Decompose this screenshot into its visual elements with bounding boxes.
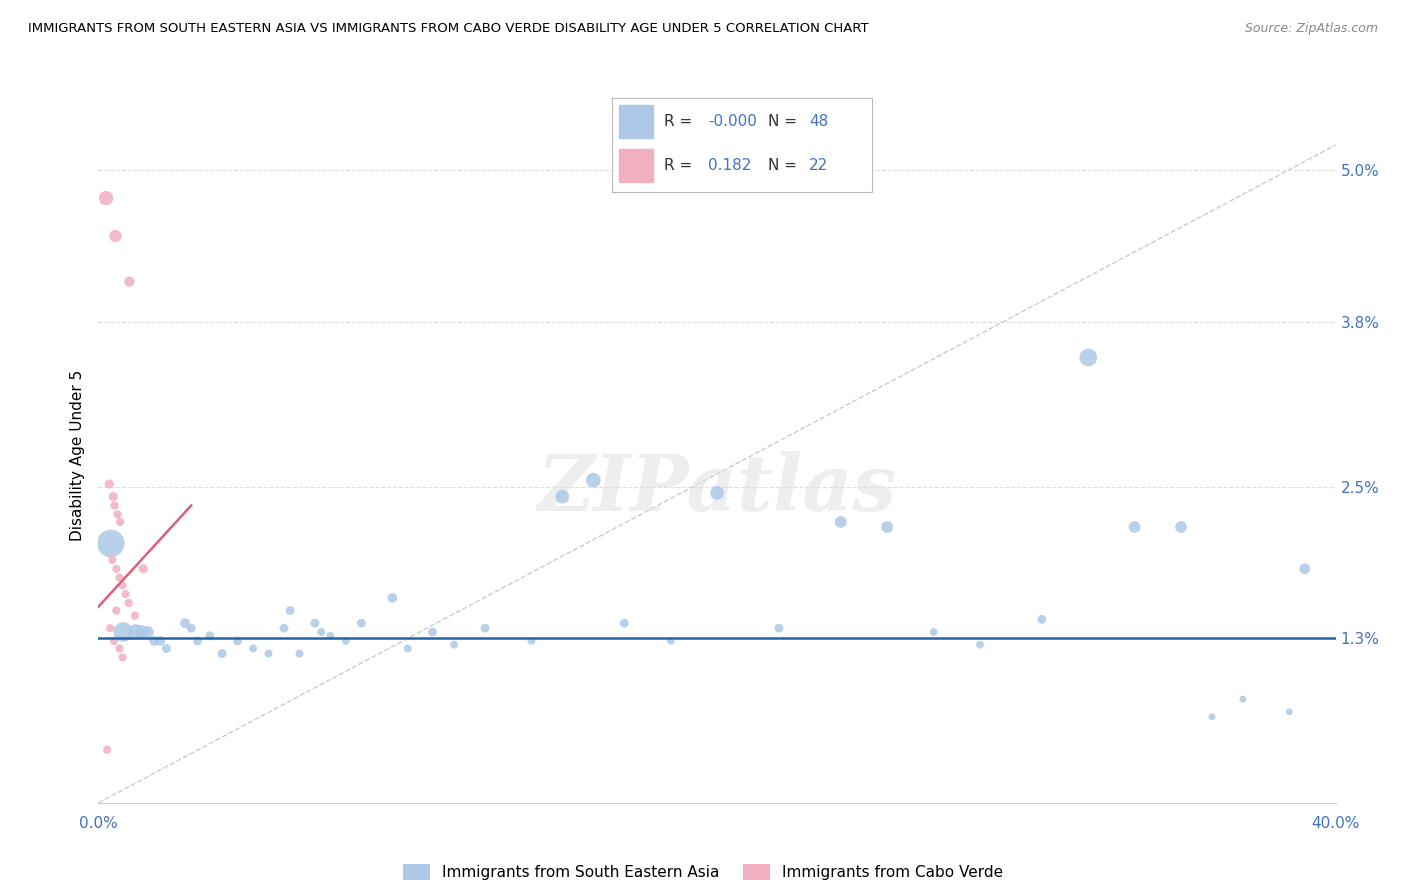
Point [288, 647, 311, 661]
Point [1170, 520, 1192, 534]
Point [381, 591, 404, 605]
Point [304, 616, 326, 631]
Point [520, 633, 543, 648]
Point [309, 625, 332, 640]
Point [155, 641, 177, 656]
Point [149, 633, 172, 648]
Point [969, 638, 991, 652]
Text: N =: N = [768, 114, 797, 129]
Point [186, 633, 208, 648]
Point [1123, 520, 1146, 534]
Point [98, 477, 121, 491]
Point [111, 650, 134, 665]
Point [104, 229, 127, 244]
Legend: Immigrants from South Eastern Asia, Immigrants from Cabo Verde: Immigrants from South Eastern Asia, Immi… [402, 864, 1004, 880]
Point [474, 621, 496, 635]
Point [114, 587, 136, 601]
Point [98, 621, 121, 635]
Point [582, 473, 605, 487]
Point [103, 499, 125, 513]
Bar [620, 104, 654, 138]
Point [111, 578, 134, 592]
Point [350, 616, 373, 631]
Point [396, 641, 419, 656]
Point [443, 638, 465, 652]
Point [96, 742, 118, 756]
Point [118, 275, 141, 289]
Point [257, 647, 280, 661]
Bar [620, 149, 654, 183]
Text: N =: N = [768, 158, 797, 173]
Point [198, 629, 221, 643]
Point [107, 508, 129, 522]
Text: 22: 22 [810, 158, 828, 173]
Text: 0.182: 0.182 [707, 158, 751, 173]
Point [551, 490, 574, 504]
Point [103, 490, 125, 504]
Point [1294, 562, 1316, 576]
Point [278, 603, 301, 617]
Point [1031, 612, 1053, 626]
Point [105, 562, 128, 576]
Point [136, 625, 159, 640]
Point [101, 553, 124, 567]
Point [211, 647, 233, 661]
Y-axis label: Disability Age Under 5: Disability Age Under 5 [70, 369, 86, 541]
Point [100, 536, 122, 550]
Text: 48: 48 [810, 114, 828, 129]
Point [613, 616, 636, 631]
Point [706, 486, 728, 500]
Point [132, 562, 155, 576]
Text: R =: R = [664, 114, 692, 129]
Text: 0.0%: 0.0% [79, 816, 118, 831]
Point [242, 641, 264, 656]
Text: -0.000: -0.000 [707, 114, 756, 129]
Point [768, 621, 790, 635]
Point [226, 633, 249, 648]
Point [108, 641, 131, 656]
Point [96, 191, 118, 205]
Text: 40.0%: 40.0% [1312, 816, 1360, 831]
Point [103, 633, 125, 648]
Text: ZIPatlas: ZIPatlas [537, 451, 897, 528]
Text: Source: ZipAtlas.com: Source: ZipAtlas.com [1244, 22, 1378, 36]
Point [124, 625, 146, 640]
Point [131, 625, 153, 640]
Point [180, 621, 202, 635]
Point [659, 633, 682, 648]
Point [335, 633, 357, 648]
Point [1278, 705, 1301, 719]
Text: R =: R = [664, 158, 692, 173]
Point [118, 596, 141, 610]
Point [105, 603, 128, 617]
Point [112, 625, 135, 640]
Point [273, 621, 295, 635]
Point [1077, 351, 1099, 365]
Point [143, 633, 166, 648]
Point [876, 520, 898, 534]
Point [922, 625, 945, 640]
Point [830, 515, 852, 529]
Point [319, 629, 342, 643]
Point [174, 616, 197, 631]
Point [1232, 692, 1254, 706]
Point [108, 571, 131, 585]
Point [124, 608, 146, 623]
Text: IMMIGRANTS FROM SOUTH EASTERN ASIA VS IMMIGRANTS FROM CABO VERDE DISABILITY AGE : IMMIGRANTS FROM SOUTH EASTERN ASIA VS IM… [28, 22, 869, 36]
Point [108, 515, 131, 529]
Point [1201, 710, 1223, 724]
Point [422, 625, 444, 640]
